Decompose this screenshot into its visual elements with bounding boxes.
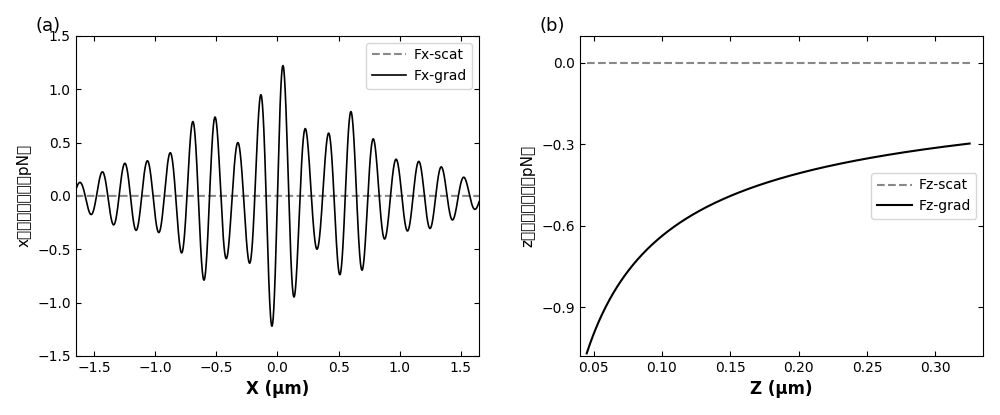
Legend: Fz-scat, Fz-grad: Fz-scat, Fz-grad: [871, 173, 976, 219]
Fx-grad: [473, 199, 485, 204]
Fx-grad: [242, 254, 254, 259]
Fx-grad: [224, 221, 236, 226]
Fz-grad: [964, 141, 976, 146]
Fz-scat: [581, 61, 593, 66]
Fz-grad: [809, 167, 821, 172]
Fx-grad: [266, 324, 278, 329]
Fz-scat: [809, 61, 821, 66]
Text: (a): (a): [35, 17, 60, 34]
Fz-scat: [765, 61, 777, 66]
X-axis label: Z (μm): Z (μm): [750, 380, 813, 398]
Fx-grad: [277, 63, 289, 68]
Y-axis label: z方向上的光力（pN）: z方向上的光力（pN）: [521, 145, 536, 247]
Fz-scat: [788, 61, 800, 66]
Legend: Fx-scat, Fx-grad: Fx-scat, Fx-grad: [366, 43, 472, 89]
Text: (b): (b): [540, 17, 565, 34]
Fz-grad: [763, 180, 775, 185]
Fx-scat: [473, 193, 485, 198]
Fz-scat: [895, 61, 907, 66]
Line: Fz-grad: Fz-grad: [587, 144, 970, 354]
Fx-grad: [116, 172, 128, 177]
Fx-scat: [465, 193, 477, 198]
X-axis label: X (μm): X (μm): [246, 380, 309, 398]
Fz-scat: [954, 61, 966, 66]
Fx-scat: [116, 193, 128, 198]
Fx-scat: [140, 193, 152, 198]
Fz-scat: [964, 61, 976, 66]
Fx-scat: [422, 193, 434, 198]
Fz-grad: [765, 179, 777, 184]
Fx-grad: [465, 200, 477, 205]
Fz-grad: [581, 351, 593, 356]
Fx-grad: [70, 188, 82, 193]
Fz-scat: [763, 61, 775, 66]
Y-axis label: x方向上的光力（pN）: x方向上的光力（pN）: [17, 144, 32, 247]
Fx-scat: [224, 193, 236, 198]
Fx-grad: [422, 221, 434, 226]
Fz-grad: [788, 172, 800, 177]
Line: Fx-grad: Fx-grad: [76, 66, 479, 326]
Fz-grad: [954, 142, 966, 147]
Fx-scat: [242, 193, 254, 198]
Fz-grad: [895, 150, 907, 155]
Fx-grad: [140, 162, 152, 167]
Fx-scat: [70, 193, 82, 198]
